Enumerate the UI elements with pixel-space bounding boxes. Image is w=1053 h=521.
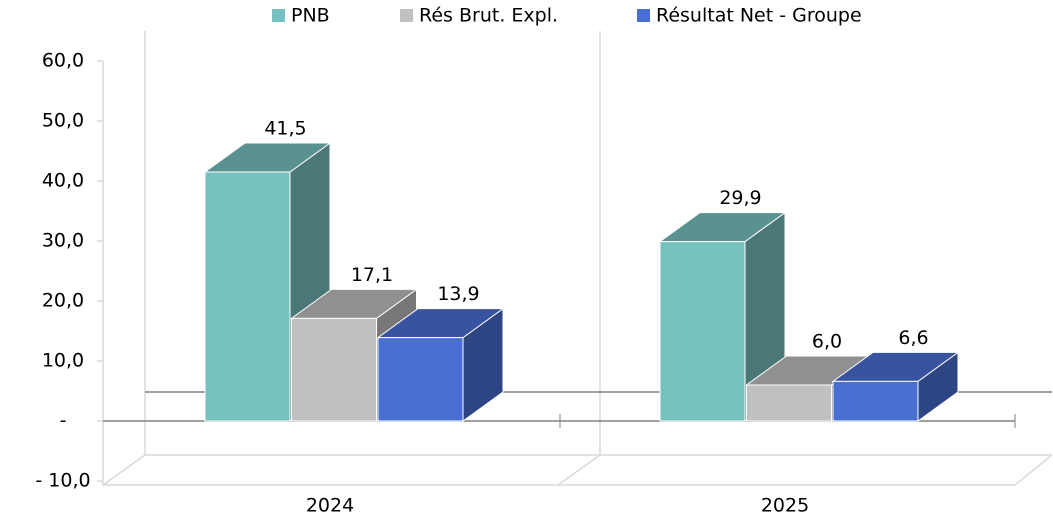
legend-label: Rés Brut. Expl.: [419, 5, 558, 27]
y-tick-label: 60,0: [42, 50, 84, 72]
bar: [831, 351, 960, 422]
legend-label: PNB: [291, 5, 330, 27]
legend-swatch: [400, 9, 413, 22]
bar: [376, 307, 505, 422]
legend-swatch: [637, 9, 650, 22]
bar-front: [377, 337, 464, 422]
y-tick-label: 10,0: [42, 350, 84, 372]
legend-label: Résultat Net - Groupe: [656, 5, 862, 27]
y-tick-label: 20,0: [42, 290, 84, 312]
value-label: 6,6: [898, 327, 928, 349]
y-tick-label: 40,0: [42, 170, 84, 192]
bar-front: [746, 384, 832, 422]
floor-line: [557, 454, 601, 486]
value-label: 41,5: [264, 118, 306, 140]
floor-line: [102, 454, 146, 486]
x-tick-label: 2025: [761, 495, 809, 517]
bar-front: [291, 317, 377, 422]
value-label: 29,9: [719, 187, 761, 209]
y-tick-label: 30,0: [42, 230, 84, 252]
x-tick-label: 2024: [306, 495, 354, 517]
value-label: 6,0: [812, 331, 842, 353]
legend-swatch: [272, 9, 285, 22]
y-tick-label: - 10,0: [35, 470, 90, 492]
y-tick-label: -: [60, 410, 67, 432]
value-label: 17,1: [351, 264, 393, 286]
back-wall: [102, 31, 1053, 486]
floor-line: [1014, 454, 1053, 486]
y-tick-label: 50,0: [42, 110, 84, 132]
bar-front: [659, 241, 746, 422]
bar-front: [832, 380, 919, 422]
value-label: 13,9: [437, 283, 479, 305]
bar-front: [204, 171, 291, 422]
